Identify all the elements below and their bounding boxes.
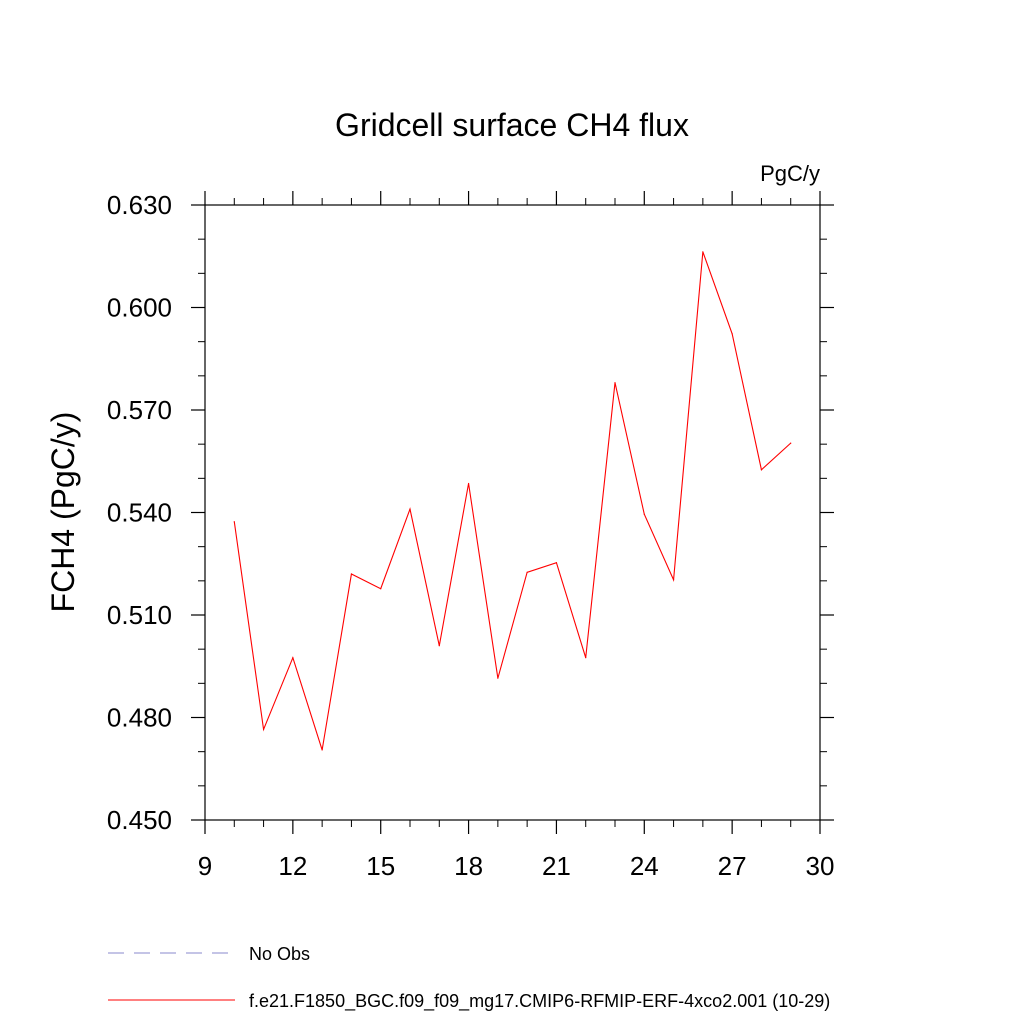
series-lines bbox=[233, 251, 792, 751]
data-point bbox=[614, 382, 616, 384]
legend-label: No Obs bbox=[249, 944, 310, 964]
data-point bbox=[526, 571, 528, 573]
data-point bbox=[467, 482, 470, 485]
data-point bbox=[555, 562, 558, 564]
y-tick-label: 0.600 bbox=[107, 293, 172, 323]
data-point bbox=[233, 521, 235, 523]
data-point bbox=[380, 588, 382, 590]
y-axis-label: FCH4 (PgC/y) bbox=[45, 412, 81, 613]
data-point bbox=[438, 645, 440, 647]
x-tick-label: 27 bbox=[718, 851, 747, 881]
legend-label: f.e21.F1850_BGC.f09_f09_mg17.CMIP6-RFMIP… bbox=[249, 991, 830, 1012]
y-tick-label: 0.630 bbox=[107, 190, 172, 220]
x-tick-label: 30 bbox=[806, 851, 835, 881]
x-tick-label: 12 bbox=[278, 851, 307, 881]
series-line bbox=[233, 251, 792, 751]
legend: No Obs f.e21.F1850_BGC.f09_f09_mg17.CMIP6… bbox=[108, 944, 830, 1012]
x-tick-label: 9 bbox=[198, 851, 212, 881]
data-point bbox=[672, 579, 675, 581]
data-point bbox=[731, 333, 733, 335]
data-point bbox=[790, 442, 792, 444]
y-tick-label: 0.450 bbox=[107, 805, 172, 835]
data-point bbox=[262, 728, 265, 731]
data-point bbox=[350, 573, 353, 575]
data-point bbox=[702, 251, 704, 253]
data-point bbox=[497, 677, 499, 679]
data-point bbox=[585, 657, 587, 659]
data-point bbox=[760, 469, 763, 471]
data-point bbox=[292, 657, 294, 659]
x-tick-label: 18 bbox=[454, 851, 483, 881]
units-label: PgC/y bbox=[760, 161, 820, 186]
y-tick-label: 0.570 bbox=[107, 395, 172, 425]
x-tick-label: 21 bbox=[542, 851, 571, 881]
plot-frame bbox=[204, 204, 821, 821]
y-tick-label: 0.480 bbox=[107, 703, 172, 733]
x-tick-label: 24 bbox=[630, 851, 659, 881]
y-tick-label: 0.510 bbox=[107, 600, 172, 630]
data-point bbox=[409, 508, 411, 510]
axes: 9 12 15 18 21 24 27 30 0.450 0.480 0.510 0.540 0.570… bbox=[107, 190, 835, 881]
data-point bbox=[643, 513, 645, 515]
data-point bbox=[321, 749, 323, 751]
y-tick-label: 0.540 bbox=[107, 498, 172, 528]
x-tick-label: 15 bbox=[366, 851, 395, 881]
chart-title: Gridcell surface CH4 flux bbox=[335, 107, 689, 143]
